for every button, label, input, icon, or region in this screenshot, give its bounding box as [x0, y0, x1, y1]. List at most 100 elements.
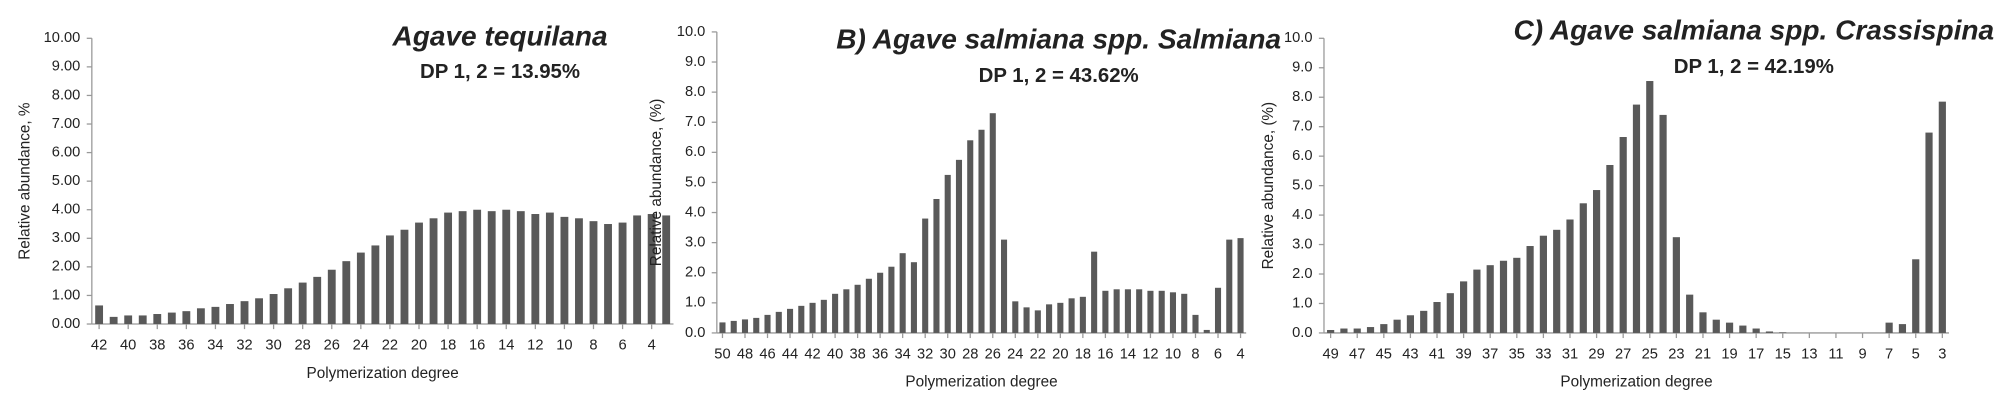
bar: [989, 113, 996, 333]
bar: [487, 211, 496, 325]
y-tick-label: 10.0: [677, 24, 706, 40]
bar: [298, 282, 307, 325]
x-tick-label: 20: [411, 338, 427, 354]
bar: [473, 209, 482, 325]
y-tick-label: 6.0: [685, 144, 705, 160]
y-tick-label: 6.00: [52, 144, 81, 160]
bar: [560, 216, 569, 325]
x-tick-label: 32: [917, 347, 933, 363]
x-tick-label: 4: [1236, 347, 1244, 363]
bar: [1353, 328, 1361, 333]
bar: [1079, 296, 1086, 333]
bar: [888, 266, 895, 333]
x-tick-label: 9: [1858, 347, 1866, 363]
x-tick-label: 33: [1535, 347, 1551, 363]
chart-subtitle: DP 1, 2 = 43.62%: [979, 65, 1139, 87]
x-tick-label: 17: [1748, 347, 1764, 363]
x-tick-label: 46: [759, 347, 775, 363]
bar: [1460, 281, 1468, 333]
bar: [226, 304, 234, 325]
bar: [719, 322, 726, 333]
bar: [444, 212, 453, 325]
bar: [604, 224, 612, 325]
bar: [753, 317, 760, 333]
x-tick-label: 4: [648, 338, 656, 354]
bar: [1539, 235, 1547, 333]
x-tick-label: 22: [382, 338, 398, 354]
bar: [1486, 265, 1494, 333]
x-tick-label: 25: [1642, 347, 1658, 363]
x-tick-label: 26: [324, 338, 340, 354]
x-tick-label: 12: [527, 338, 543, 354]
bar: [1000, 239, 1008, 333]
bar: [415, 222, 423, 325]
x-tick-label: 14: [1120, 347, 1136, 363]
bar: [1068, 298, 1075, 333]
y-tick-label: 5.0: [685, 174, 705, 190]
x-tick-label: 30: [265, 338, 281, 354]
x-tick-label: 24: [353, 338, 369, 354]
bar: [798, 305, 805, 333]
bar: [832, 293, 839, 333]
x-tick-label: 8: [589, 338, 597, 354]
bar: [1553, 229, 1561, 333]
bar: [633, 215, 642, 325]
bar: [1619, 137, 1627, 333]
bar: [647, 214, 656, 325]
bar: [854, 284, 861, 333]
x-tick-label: 40: [120, 338, 136, 354]
bar: [1725, 322, 1734, 333]
bar: [1203, 329, 1210, 333]
x-tick-label: 21: [1695, 347, 1711, 363]
bar: [1779, 332, 1787, 333]
bar: [877, 272, 884, 333]
bar: [1340, 328, 1348, 333]
y-tick-label: 3.0: [1292, 236, 1312, 252]
x-tick-label: 26: [985, 347, 1001, 363]
bar: [1237, 238, 1244, 333]
bar: [910, 262, 917, 333]
x-tick-label: 15: [1775, 347, 1791, 363]
x-tick-label: 45: [1376, 347, 1392, 363]
x-tick-label: 34: [895, 347, 911, 363]
bar: [1659, 114, 1667, 333]
bar: [400, 229, 409, 325]
bar: [944, 174, 951, 333]
x-tick-label: 10: [1165, 347, 1181, 363]
bar: [955, 159, 963, 333]
bar: [1566, 219, 1574, 333]
y-tick-label: 3.00: [52, 230, 81, 246]
bar: [1091, 251, 1098, 333]
bar: [1147, 290, 1154, 333]
x-tick-label: 39: [1455, 347, 1471, 363]
x-tick-label: 28: [295, 338, 311, 354]
bar: [1057, 302, 1064, 333]
y-axis-title: Relative abundance, %: [17, 102, 34, 260]
y-tick-label: 8.00: [52, 87, 81, 103]
chart-title: B) Agave salmiana spp. Salmiana: [836, 23, 1281, 54]
bar: [589, 221, 598, 325]
bar: [899, 253, 906, 333]
x-tick-label: 8: [1191, 347, 1199, 363]
bar: [1406, 315, 1415, 333]
x-tick-label: 7: [1885, 347, 1893, 363]
bar: [865, 278, 872, 333]
x-tick-label: 18: [440, 338, 456, 354]
bar: [764, 314, 771, 333]
chart-subtitle: DP 1, 2 = 42.19%: [1674, 56, 1834, 78]
bar: [1420, 310, 1428, 333]
x-tick-label: 31: [1562, 347, 1578, 363]
x-axis-title: Polymerization degree: [1560, 374, 1712, 391]
y-tick-label: 4.0: [685, 204, 705, 220]
bar: [327, 269, 336, 325]
bar: [240, 301, 249, 325]
x-tick-label: 29: [1588, 347, 1604, 363]
bar: [1113, 289, 1120, 333]
y-axis-title: Relative abundance, (%): [1260, 102, 1277, 270]
y-tick-label: 0.00: [52, 316, 81, 332]
x-tick-label: 11: [1828, 347, 1843, 363]
bar: [1181, 293, 1188, 333]
bar: [1646, 81, 1654, 333]
